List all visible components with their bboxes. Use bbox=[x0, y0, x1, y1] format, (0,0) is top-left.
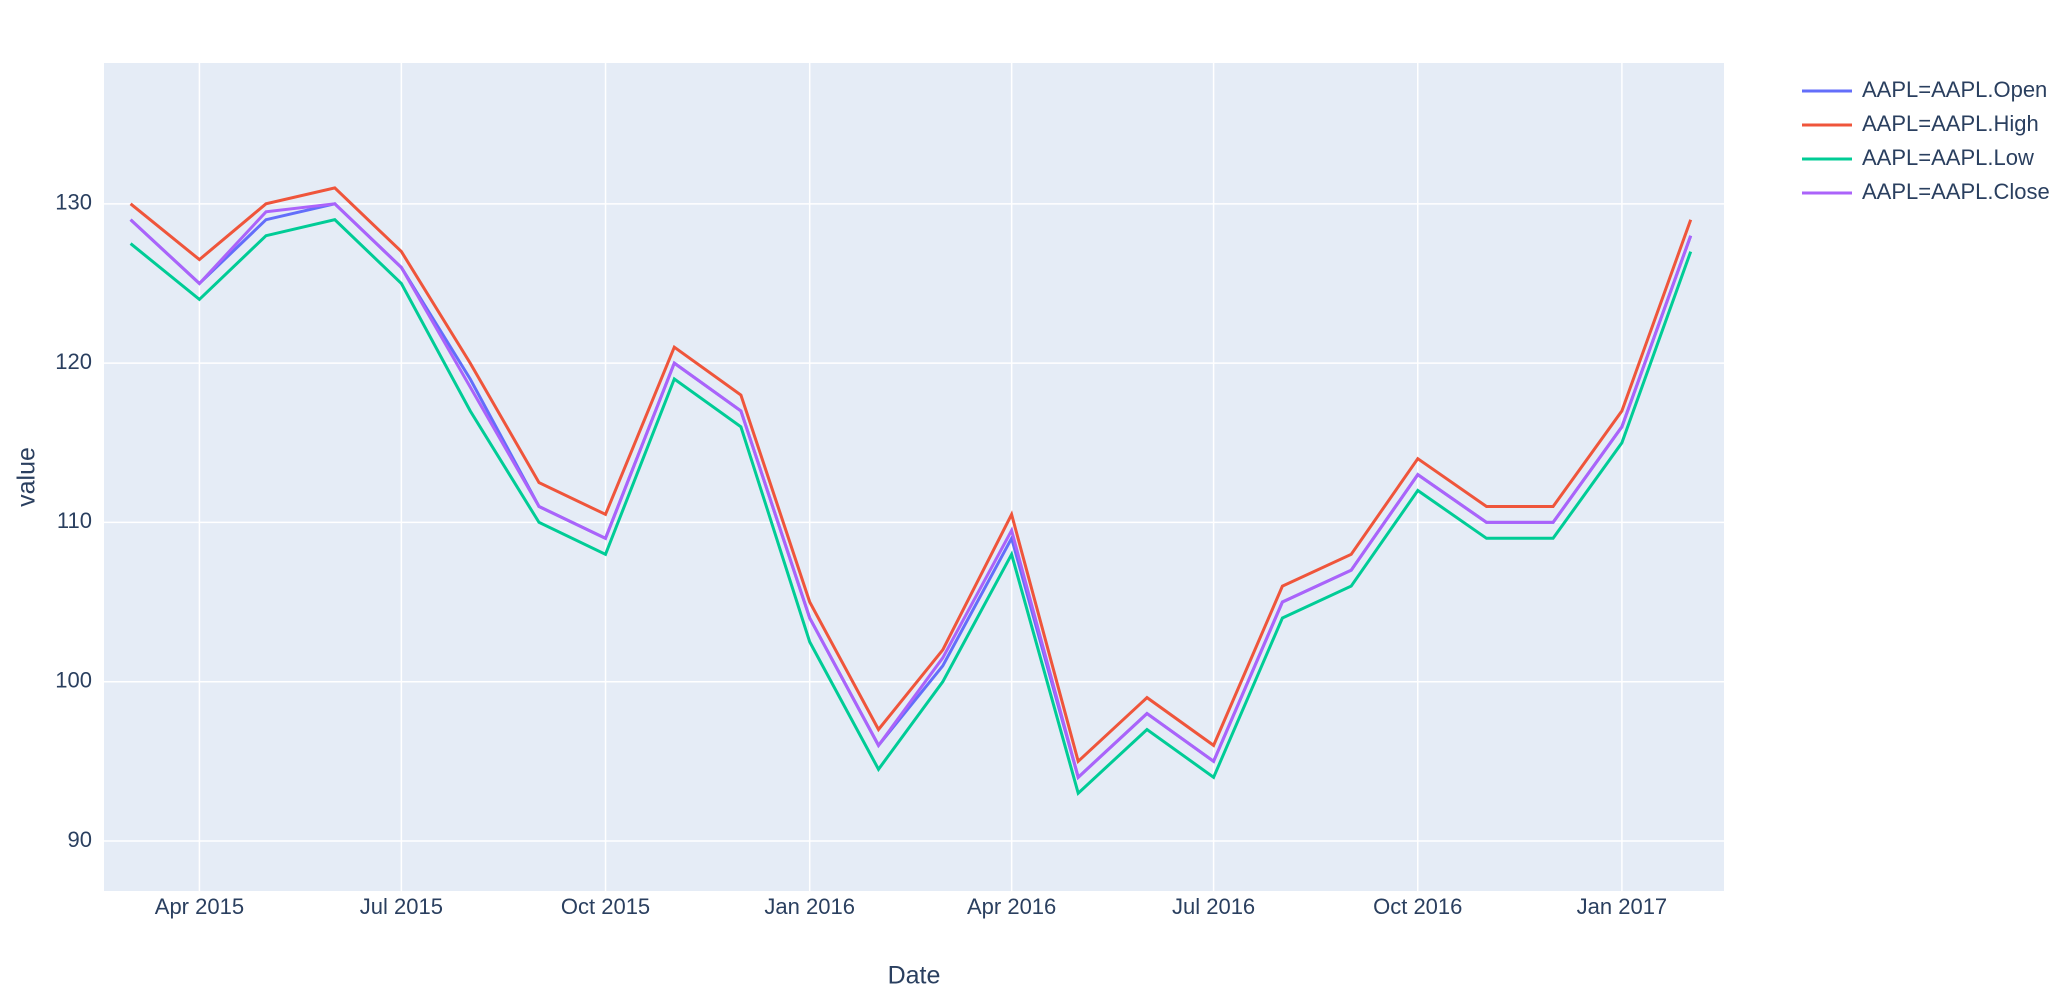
x-tick-label: Jan 2016 bbox=[764, 894, 855, 919]
x-tick-label: Jan 2017 bbox=[1577, 894, 1668, 919]
x-tick-label: Jul 2015 bbox=[360, 894, 443, 919]
y-tick-label: 120 bbox=[55, 349, 92, 374]
legend-label: AAPL=AAPL.High bbox=[1862, 111, 2039, 136]
x-tick-label: Oct 2015 bbox=[561, 894, 650, 919]
y-tick-label: 110 bbox=[57, 508, 92, 533]
series-line bbox=[129, 186, 1693, 765]
x-tick-label: Jul 2016 bbox=[1172, 894, 1255, 919]
legend-label: AAPL=AAPL.Low bbox=[1862, 145, 2034, 170]
y-tick-label: 100 bbox=[55, 668, 92, 693]
y-tick-label: 90 bbox=[68, 827, 92, 852]
legend-label: AAPL=AAPL.Close bbox=[1862, 179, 2050, 204]
x-tick-label: Oct 2016 bbox=[1373, 894, 1462, 919]
legend-label: AAPL=AAPL.Open bbox=[1862, 77, 2047, 102]
series-line bbox=[129, 202, 1693, 781]
plot-background bbox=[104, 63, 1724, 891]
y-axis-title: value bbox=[13, 447, 41, 507]
series-line bbox=[129, 218, 1693, 796]
x-axis-title: Date bbox=[888, 962, 941, 990]
y-tick-label: 130 bbox=[55, 190, 92, 215]
x-tick-label: Apr 2016 bbox=[967, 894, 1056, 919]
x-tick-label: Apr 2015 bbox=[155, 894, 244, 919]
